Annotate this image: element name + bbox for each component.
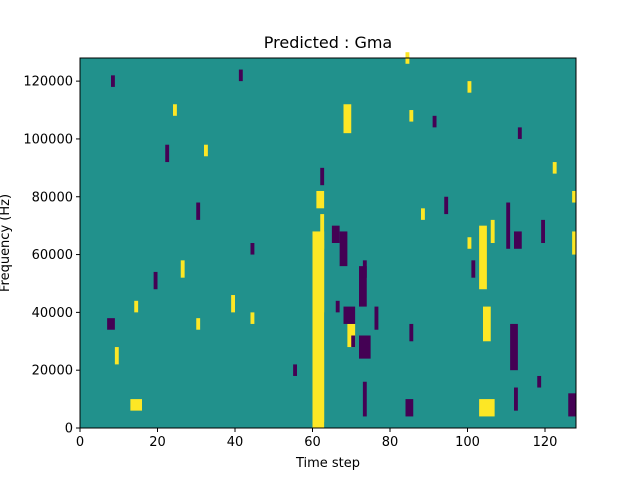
heatmap-cell [479,399,495,417]
heatmap-cell [331,225,340,243]
x-tick-label: 120 [533,435,558,450]
heatmap-cell [238,69,243,82]
heatmap-cell [165,144,170,163]
heatmap-cell [514,387,518,411]
x-tick-label: 20 [149,435,166,450]
x-tick-label: 100 [455,435,480,450]
heatmap-cell [362,260,367,278]
heatmap-cell [339,231,348,267]
heatmap-cell [517,127,522,139]
heatmap-cell [432,115,437,128]
heatmap-cell [312,240,325,313]
x-tick-label: 0 [76,435,84,450]
heatmap-cell [351,335,356,348]
heatmap-cell [506,202,511,249]
y-tick-label: 60000 [32,248,73,263]
heatmap-cell [130,399,143,411]
heatmap-cell [107,318,115,330]
heatmap-cell [362,381,367,417]
heatmap-cell [467,237,472,249]
heatmap-cell [568,393,576,417]
heatmap-cell [537,375,542,388]
heatmap-cell [483,306,491,342]
heatmap-cell [134,300,139,313]
heatmap-cells [107,52,577,428]
heatmap-cell [335,300,340,313]
heatmap-cell [409,323,414,342]
x-axis-label: Time step [295,456,360,471]
heatmap-cell [250,312,255,324]
y-tick-label: 20000 [32,364,73,379]
heatmap-cell [572,190,577,203]
heatmap-cell [312,231,325,428]
heatmap-cell [196,318,201,330]
y-tick-label: 40000 [32,306,73,321]
heatmap-cell [320,167,325,186]
heatmap-cell [374,306,379,330]
heatmap-cell [196,202,201,220]
x-tick-label: 40 [227,435,244,450]
y-axis: 0 20000 40000 60000 80000 100000 120000 [23,75,80,437]
heatmap-cell [343,104,352,134]
heatmap-cell [312,349,325,423]
heatmap-cell [409,110,414,122]
heatmap-cell [359,335,371,359]
heatmap-cell [444,196,449,215]
heatmap-cell [153,271,158,290]
heatmap-cell [320,214,325,249]
heatmap-cell [471,260,476,278]
x-tick-label: 60 [304,435,321,450]
heatmap-cell [204,144,208,157]
heatmap-cell [541,219,546,244]
heatmap-cell [111,75,115,87]
heatmap-cell [479,225,487,290]
heatmap-cell [510,323,518,371]
plot-frame [79,57,577,429]
heatmap-cell [343,306,356,324]
heatmap-cell [572,231,577,255]
y-tick-label: 100000 [23,132,73,147]
chart-title: Predicted : Gma [264,33,392,52]
y-axis-label: Frequency (Hz) [0,194,13,292]
heatmap-cell [316,190,325,209]
plot-area [79,52,577,429]
heatmap-cell [231,295,236,313]
heatmap-cell [293,364,298,376]
heatmap-cell [114,347,119,365]
y-tick-label: 80000 [32,190,73,205]
x-axis: 0 20 40 60 80 100 120 [76,428,558,450]
heatmap-background [80,58,576,428]
heatmap-cell [250,243,255,255]
heatmap-cell [421,208,425,220]
heatmap-cell [173,104,177,116]
heatmap-cell [405,399,414,417]
heatmap-cell [359,266,367,307]
heatmap-cell [514,231,522,249]
heatmap-cell [467,81,472,93]
y-tick-label: 0 [65,422,73,437]
heatmap-cell [552,162,557,174]
x-tick-label: 80 [382,435,399,450]
heatmap-cell [490,219,495,244]
y-tick-label: 120000 [23,75,73,90]
heatmap-cell [180,260,185,278]
